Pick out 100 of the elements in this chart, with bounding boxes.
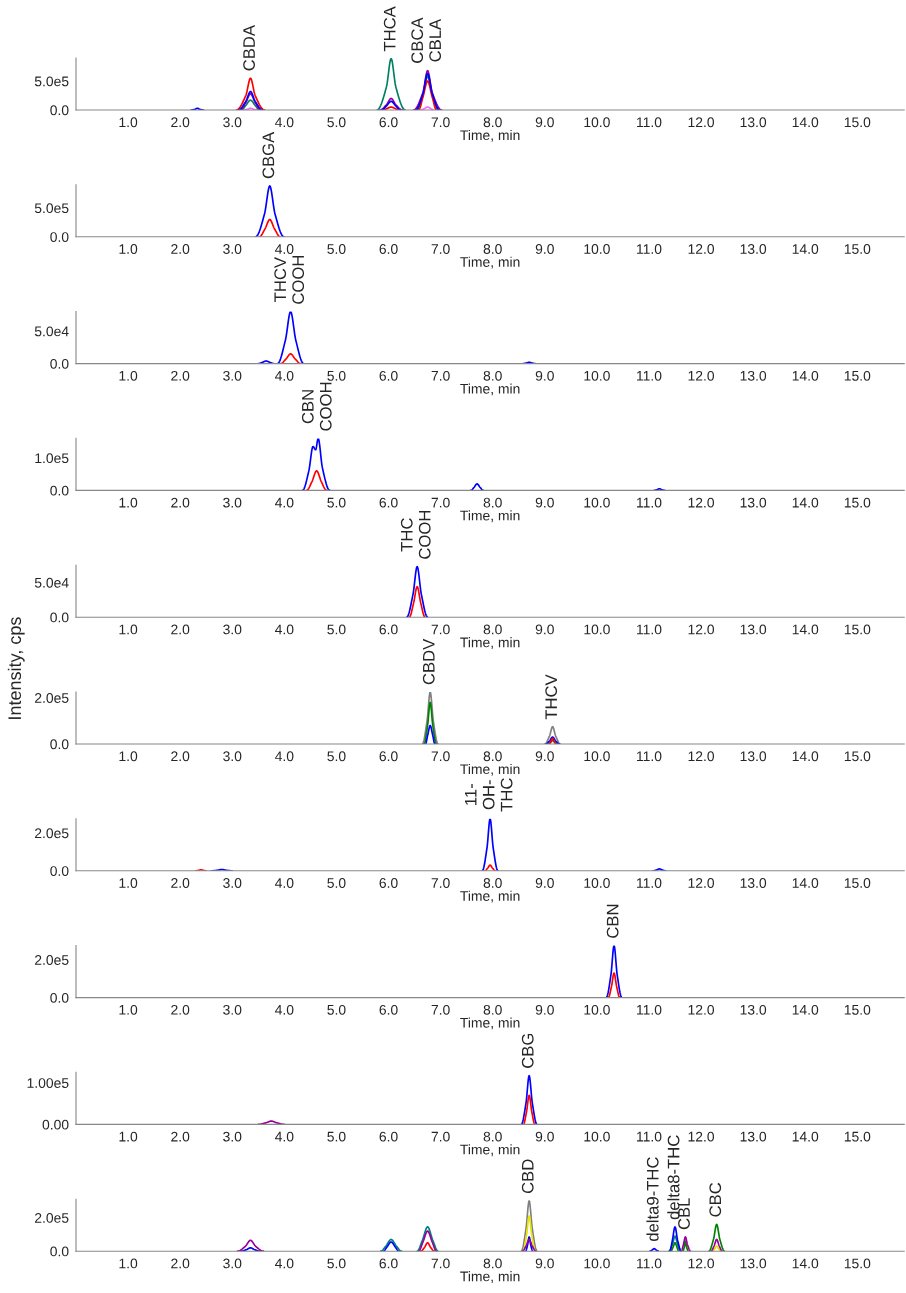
x-tick-label: 6.0 bbox=[379, 878, 398, 888]
x-tick-label: 11.0 bbox=[637, 244, 662, 254]
x-tick-label: 6.0 bbox=[379, 370, 398, 381]
x-tick-label: 5.0 bbox=[327, 244, 346, 254]
x-tick-label: 15.0 bbox=[844, 878, 871, 888]
x-tick-label: 1.0 bbox=[119, 244, 138, 254]
x-tick-label: 7.0 bbox=[431, 624, 450, 635]
x-tick-label: 3.0 bbox=[223, 497, 242, 508]
annotation: delta8-THC bbox=[667, 1135, 680, 1220]
x-tick-label: 4.0 bbox=[275, 497, 294, 508]
y-tick-label: 1.00e5 bbox=[27, 1078, 69, 1088]
x-tick-label: 5.0 bbox=[327, 1258, 346, 1269]
x-tick-label: 14.0 bbox=[792, 244, 819, 254]
x-tick-label: 5.0 bbox=[327, 370, 346, 381]
x-tick-label: 12.0 bbox=[688, 751, 715, 762]
x-tick-label: 15.0 bbox=[844, 497, 871, 508]
x-tick-label: 1.0 bbox=[119, 1004, 138, 1015]
x-tick-label: 14.0 bbox=[792, 497, 819, 508]
x-tick-label: 8.0 bbox=[483, 878, 502, 888]
x-tick-label: 13.0 bbox=[740, 1131, 767, 1142]
annotation: CBC bbox=[709, 1182, 722, 1217]
x-tick-label: 4.0 bbox=[275, 244, 294, 254]
x-tick-label: 13.0 bbox=[740, 244, 767, 254]
y-tick-label: 0.00 bbox=[42, 1119, 69, 1130]
x-tick-label: 15.0 bbox=[844, 1131, 871, 1142]
x-tick-label: 8.0 bbox=[483, 1131, 502, 1142]
x-tick-label: 8.0 bbox=[483, 244, 502, 254]
x-tick-label: 13.0 bbox=[740, 878, 767, 888]
x-tick-label: 14.0 bbox=[792, 117, 819, 128]
annotation: THCV COOH bbox=[274, 256, 305, 304]
y-tick-label: 2.0e5 bbox=[35, 828, 69, 839]
annotation: THCA bbox=[383, 6, 396, 52]
x-tick-label: 1.0 bbox=[119, 1131, 138, 1142]
x-tick-label: 12.0 bbox=[688, 1004, 715, 1015]
x-tick-label: 12.0 bbox=[688, 1131, 715, 1142]
y-tick-label: 0.0 bbox=[50, 105, 69, 116]
x-tick-label: 12.0 bbox=[688, 1258, 715, 1269]
y-tick-label: 5.0e5 bbox=[34, 76, 69, 87]
x-tick-label: 1.0 bbox=[119, 1258, 138, 1269]
x-tick-label: 12.0 bbox=[688, 878, 715, 888]
x-tick-label: 14.0 bbox=[792, 624, 819, 635]
x-tick-label: 4.0 bbox=[275, 370, 294, 381]
x-tick-label: 8.0 bbox=[483, 117, 502, 128]
annotation: THC COOH bbox=[400, 511, 431, 559]
x-tick-label: 1.0 bbox=[119, 878, 138, 888]
x-tick-label: 6.0 bbox=[379, 751, 398, 762]
y-tick-label: 0.0 bbox=[50, 992, 69, 1003]
x-tick-label: 15.0 bbox=[844, 624, 871, 635]
x-tick-label: 10.0 bbox=[584, 751, 610, 762]
x-tick-label: 3.0 bbox=[223, 1258, 242, 1269]
x-tick-label: 15.0 bbox=[844, 1258, 871, 1269]
x-tick-label: 1.0 bbox=[119, 117, 138, 128]
x-tick-label: 12.0 bbox=[688, 370, 715, 381]
x-tick-label: 1.0 bbox=[119, 751, 138, 762]
x-tick-label: 4.0 bbox=[275, 1131, 294, 1142]
x-tick-label: 2.0 bbox=[171, 1131, 190, 1142]
x-tick-label: 3.0 bbox=[223, 244, 242, 254]
x-tick-label: 11.0 bbox=[637, 497, 662, 508]
x-axis-title: Time, min bbox=[460, 890, 520, 903]
x-tick-label: 7.0 bbox=[431, 1258, 450, 1269]
x-tick-label: 13.0 bbox=[740, 1004, 767, 1015]
x-tick-label: 5.0 bbox=[327, 497, 346, 508]
x-tick-label: 9.0 bbox=[535, 497, 554, 508]
x-tick-label: 10.0 bbox=[584, 497, 610, 508]
x-tick-label: 5.0 bbox=[327, 1004, 346, 1015]
x-tick-label: 7.0 bbox=[431, 1131, 450, 1142]
x-tick-label: 2.0 bbox=[171, 624, 190, 635]
x-tick-label: 7.0 bbox=[431, 751, 450, 762]
x-tick-label: 9.0 bbox=[535, 1258, 554, 1269]
annotation: CBL bbox=[678, 1198, 690, 1230]
x-tick-label: 15.0 bbox=[844, 751, 871, 762]
x-tick-label: 15.0 bbox=[844, 117, 871, 128]
x-tick-label: 3.0 bbox=[223, 878, 242, 888]
x-tick-label: 13.0 bbox=[740, 751, 767, 762]
annotation: delta9-THC bbox=[646, 1157, 659, 1242]
x-tick-label: 4.0 bbox=[275, 117, 294, 128]
x-tick-label: 4.0 bbox=[275, 624, 294, 635]
x-axis-title: Time, min bbox=[460, 383, 520, 396]
x-tick-label: 3.0 bbox=[223, 1004, 242, 1015]
annotation: CBDV bbox=[422, 638, 435, 685]
x-tick-label: 5.0 bbox=[327, 878, 346, 888]
x-axis-title: Time, min bbox=[460, 129, 520, 142]
x-axis-title: Time, min bbox=[460, 510, 520, 523]
x-tick-label: 13.0 bbox=[740, 1258, 767, 1269]
x-tick-label: 11.0 bbox=[637, 1131, 662, 1142]
x-tick-label: 12.0 bbox=[688, 117, 715, 128]
y-tick-label: 5.0e4 bbox=[34, 326, 69, 337]
x-tick-label: 10.0 bbox=[584, 1131, 610, 1142]
x-tick-label: 14.0 bbox=[792, 1258, 819, 1269]
x-axis-title: Time, min bbox=[460, 763, 520, 776]
y-tick-label: 0.0 bbox=[50, 612, 69, 623]
x-tick-label: 15.0 bbox=[844, 370, 871, 381]
x-tick-label: 11.0 bbox=[637, 1004, 662, 1015]
x-tick-label: 1.0 bbox=[119, 624, 138, 635]
x-tick-label: 6.0 bbox=[379, 117, 398, 128]
x-tick-label: 13.0 bbox=[740, 117, 767, 128]
y-tick-label: 0.0 bbox=[50, 358, 69, 369]
y-tick-label: 2.0e5 bbox=[35, 693, 69, 703]
x-tick-label: 13.0 bbox=[740, 370, 767, 381]
x-tick-label: 8.0 bbox=[483, 497, 502, 508]
